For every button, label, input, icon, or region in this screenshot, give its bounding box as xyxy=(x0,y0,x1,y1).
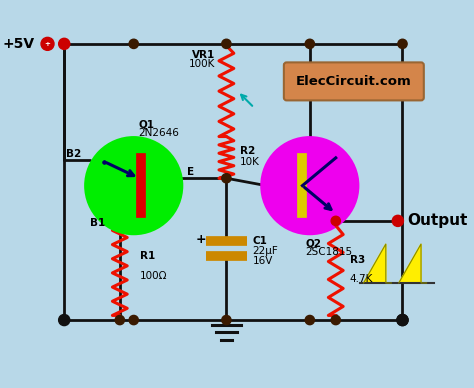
Circle shape xyxy=(222,315,231,325)
Text: R3: R3 xyxy=(350,255,365,265)
Text: B2: B2 xyxy=(65,149,81,159)
Circle shape xyxy=(129,39,138,48)
Circle shape xyxy=(59,38,70,49)
Text: Q2: Q2 xyxy=(305,238,321,248)
Text: +5V: +5V xyxy=(2,37,35,51)
Text: R1: R1 xyxy=(140,251,155,261)
Text: B1: B1 xyxy=(90,218,105,228)
Circle shape xyxy=(397,315,408,326)
Circle shape xyxy=(262,137,358,234)
Circle shape xyxy=(305,39,314,48)
Polygon shape xyxy=(399,244,427,283)
Text: 2N2646: 2N2646 xyxy=(138,128,179,138)
Circle shape xyxy=(331,216,340,225)
Circle shape xyxy=(397,315,408,326)
Text: VR1: VR1 xyxy=(192,50,215,60)
Text: 22μF: 22μF xyxy=(252,246,278,256)
Text: 100K: 100K xyxy=(189,59,215,69)
Text: +: + xyxy=(45,41,50,47)
Text: ElecCircuit.com: ElecCircuit.com xyxy=(296,75,412,88)
Text: 10K: 10K xyxy=(240,157,260,166)
Text: 2SC1815: 2SC1815 xyxy=(305,248,352,257)
Circle shape xyxy=(305,315,314,325)
Text: Output: Output xyxy=(407,213,467,229)
Text: R2: R2 xyxy=(240,146,255,156)
Text: 100Ω: 100Ω xyxy=(140,271,168,281)
Circle shape xyxy=(331,315,340,325)
Circle shape xyxy=(85,137,182,234)
Circle shape xyxy=(222,173,231,183)
Text: 16V: 16V xyxy=(252,256,273,266)
Circle shape xyxy=(41,37,54,50)
Text: E: E xyxy=(187,167,194,177)
Text: Q1: Q1 xyxy=(138,120,155,130)
Text: 4.7K: 4.7K xyxy=(350,274,373,284)
Circle shape xyxy=(59,315,70,326)
Text: C1: C1 xyxy=(252,236,267,246)
Circle shape xyxy=(398,39,407,48)
Polygon shape xyxy=(364,244,392,283)
Circle shape xyxy=(392,215,403,227)
Circle shape xyxy=(129,315,138,325)
Circle shape xyxy=(115,315,125,325)
Circle shape xyxy=(222,39,231,48)
FancyBboxPatch shape xyxy=(284,62,424,100)
Text: +: + xyxy=(195,233,206,246)
